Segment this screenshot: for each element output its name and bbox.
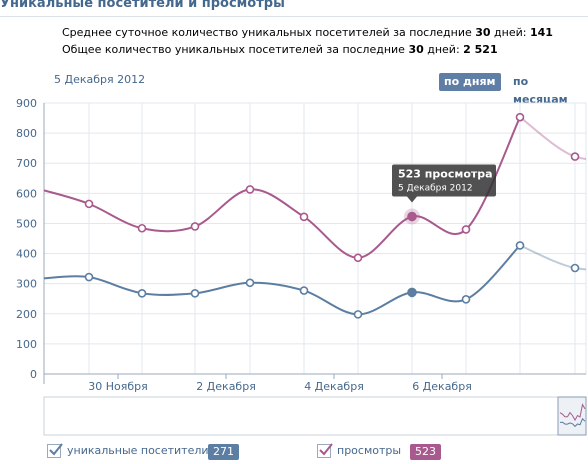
legend-visitors[interactable]: уникальные посетители 271	[47, 443, 287, 464]
data-point[interactable]	[84, 199, 94, 209]
navigator-series-line	[559, 417, 586, 428]
check-icon	[49, 443, 63, 456]
legend-views[interactable]: просмотры 523	[317, 443, 457, 464]
visitors-label: уникальные посетители	[67, 444, 209, 457]
data-point[interactable]	[353, 253, 363, 263]
visitors-checkbox[interactable]	[47, 443, 63, 458]
chart-grid	[43, 102, 587, 384]
data-point[interactable]	[84, 272, 94, 282]
data-point[interactable]	[353, 310, 363, 319]
data-point[interactable]	[407, 211, 417, 222]
data-point[interactable]	[137, 289, 147, 298]
y-tick-label: 800	[16, 127, 37, 140]
series-views	[44, 112, 586, 263]
views-checkbox[interactable]	[317, 443, 333, 458]
check-icon	[319, 443, 333, 456]
tooltip-value: 523 просмотра	[398, 168, 493, 181]
chart-series	[44, 112, 586, 319]
views-label: просмотры	[337, 444, 402, 457]
navigator-selection[interactable]	[557, 396, 587, 436]
y-tick-label: 700	[16, 157, 37, 170]
plot-area	[43, 102, 587, 375]
y-tick-label: 500	[16, 217, 37, 230]
x-tick-label: 30 Ноября	[88, 380, 148, 393]
data-point[interactable]	[299, 212, 309, 222]
data-point[interactable]	[515, 112, 525, 122]
y-tick-label: 100	[16, 338, 37, 351]
y-tick-label: 0	[30, 368, 37, 381]
series-line	[44, 244, 521, 316]
x-axis-ticks: 30 Ноября 2 Декабря 4 Декабря 6 Декабря	[88, 374, 472, 393]
y-axis-ticks: 0 100 200 300 400 500 600 700 800 900	[16, 97, 37, 381]
data-point[interactable]	[570, 263, 580, 273]
stats-summary: Среднее суточное количество уникальных п…	[62, 24, 553, 58]
series-line	[44, 116, 521, 259]
data-point[interactable]	[461, 225, 471, 234]
y-tick-label: 400	[16, 248, 37, 261]
data-point[interactable]	[245, 185, 255, 194]
tab-by-months[interactable]: по месяцам	[513, 75, 568, 106]
data-point[interactable]	[570, 152, 580, 161]
visitors-value-badge: 271	[208, 444, 239, 460]
y-tick-label: 200	[16, 308, 37, 321]
tooltip-box	[392, 164, 496, 197]
y-tick-label: 600	[16, 187, 37, 200]
data-point[interactable]	[245, 278, 255, 288]
line-chart: 0 100 200 300 400 500 600 700 800 900 30 Ноября 2 …	[16, 97, 587, 436]
data-point[interactable]	[137, 223, 147, 233]
y-tick-label: 300	[16, 278, 37, 291]
tab-by-days[interactable]: по дням	[439, 73, 501, 91]
x-tick-label: 6 Декабря	[412, 380, 472, 393]
chart-tooltip: 523 просмотра 5 Декабря 2012	[392, 164, 496, 203]
data-point[interactable]	[190, 289, 200, 298]
navigator-preview	[559, 403, 586, 428]
x-tick-label: 2 Декабря	[196, 380, 256, 393]
navigator-series-line	[559, 403, 586, 422]
data-point[interactable]	[190, 222, 200, 231]
tooltip-date: 5 Декабря 2012	[398, 184, 473, 194]
y-tick-label: 900	[16, 97, 37, 110]
total-visitors: Общее количество уникальных посетителей …	[62, 43, 498, 56]
data-point[interactable]	[461, 295, 471, 304]
average-daily-visitors: Среднее суточное количество уникальных п…	[62, 26, 553, 39]
data-point[interactable]	[515, 241, 525, 250]
data-point[interactable]	[299, 286, 309, 295]
navigator-panel[interactable]	[43, 396, 587, 436]
page-title: Уникальные посетители и просмотры	[0, 0, 588, 17]
tooltip-arrow	[407, 196, 417, 203]
x-tick-label: 4 Декабря	[304, 380, 364, 393]
views-value-badge: 523	[410, 444, 441, 460]
series-visitors	[44, 241, 586, 319]
data-point[interactable]	[407, 287, 417, 298]
selected-date: 5 Декабря 2012	[54, 73, 146, 86]
